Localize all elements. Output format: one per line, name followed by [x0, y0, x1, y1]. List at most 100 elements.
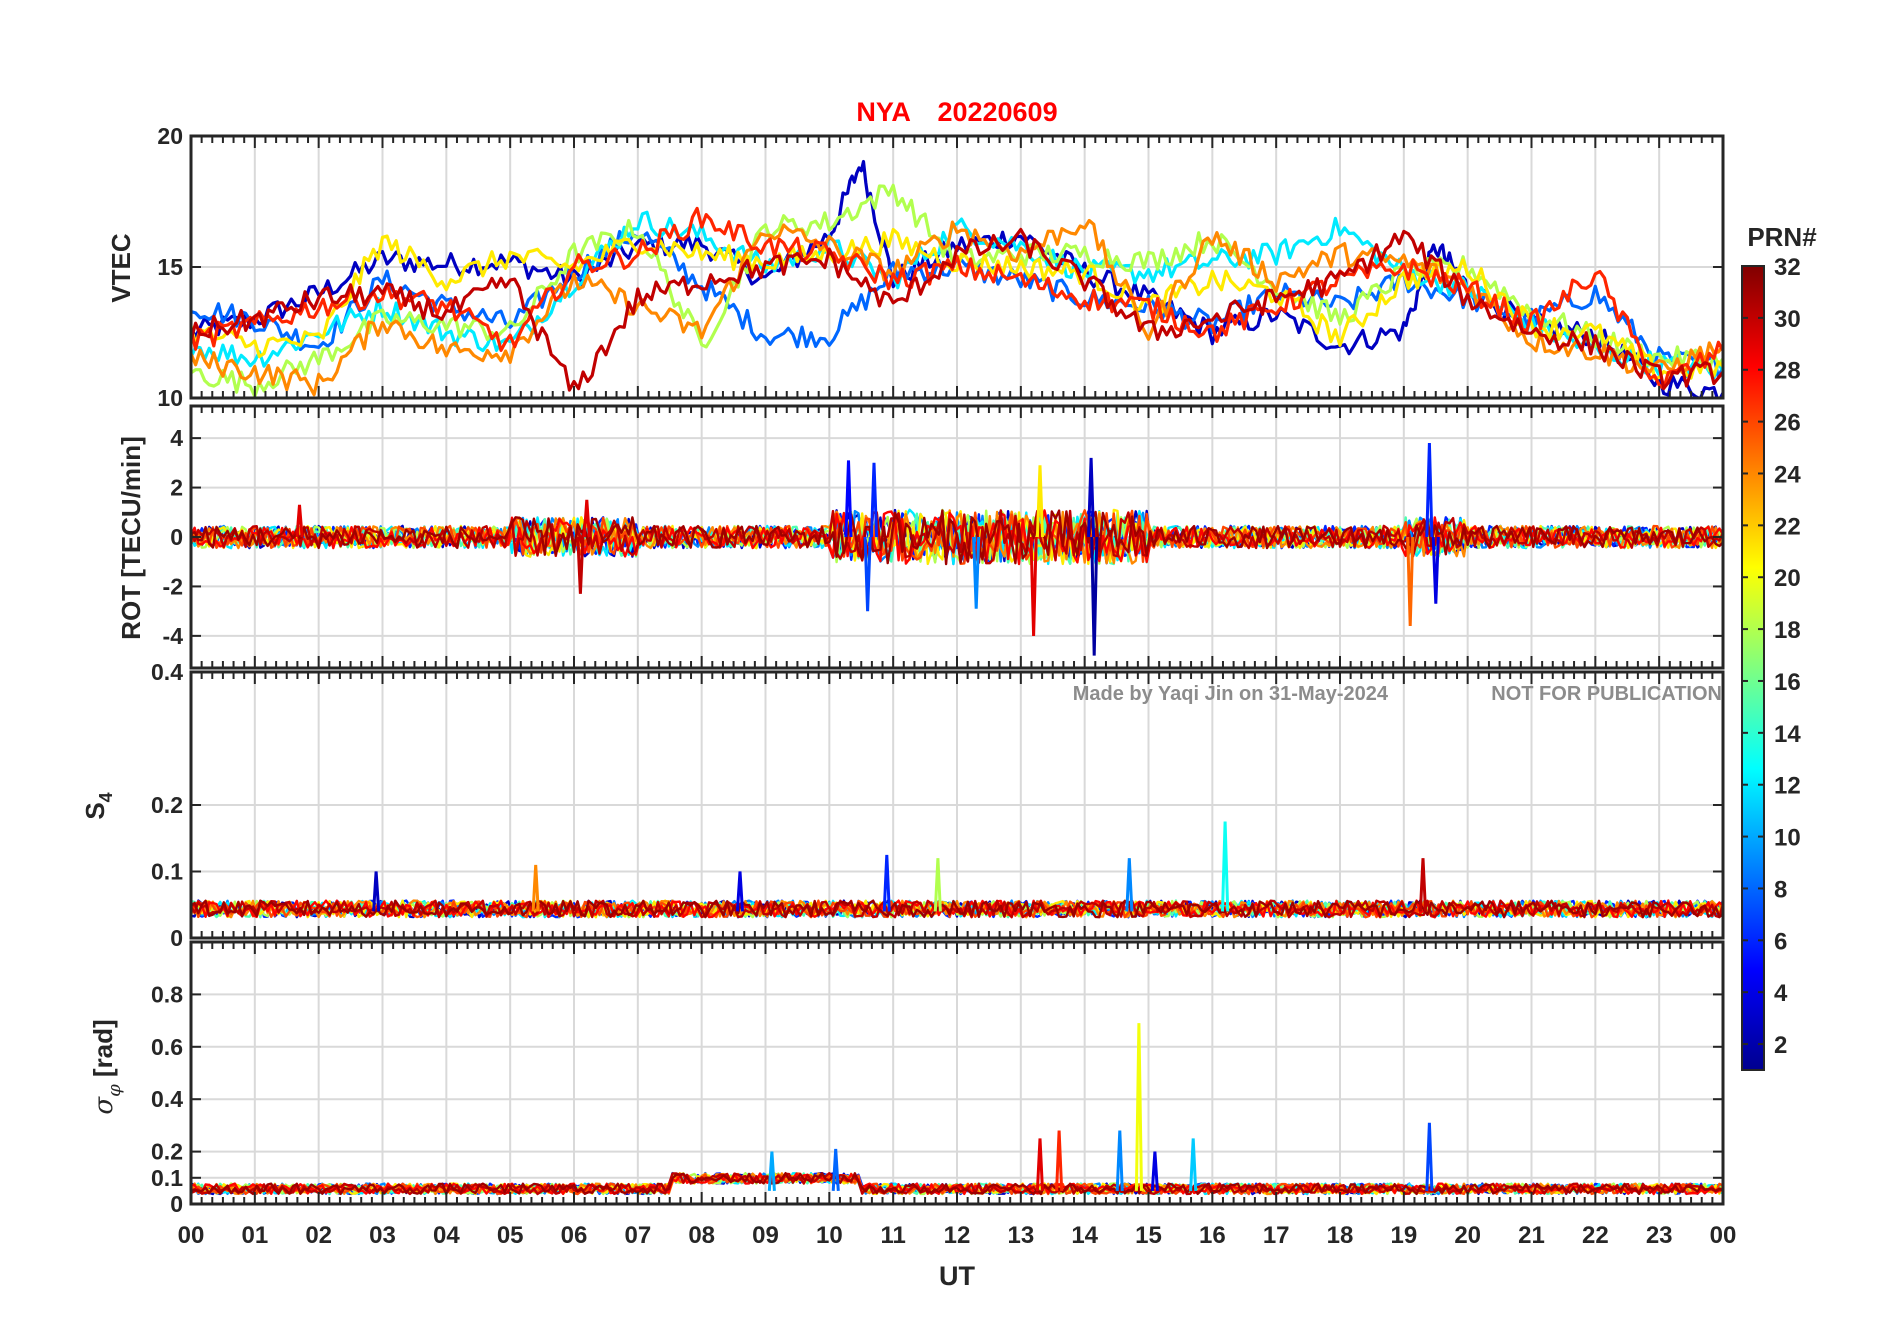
y-tick-label: 0: [170, 524, 183, 550]
spike-mark: [1125, 858, 1134, 912]
spike-mark: [1090, 536, 1099, 656]
spike-mark: [1425, 1122, 1434, 1191]
s4-panel: 0 0.1 0.2 0.4: [151, 659, 1725, 951]
y-tick-label: -4: [163, 623, 184, 649]
spike-mark: [1115, 1130, 1124, 1191]
y-tick-label: 20: [157, 123, 183, 149]
y-tick-label: 0.2: [151, 1139, 183, 1165]
colorbar-tick-label: 16: [1774, 669, 1801, 696]
spike-mark: [1418, 858, 1427, 912]
sigma-phi-ylabel: σφ [rad]: [88, 1019, 125, 1114]
x-tick-label: 05: [497, 1222, 524, 1249]
spike-mark: [1029, 536, 1038, 636]
sigma-phi-panel: 00.10.2 0.4 0.6 0.8: [151, 940, 1725, 1217]
spike-mark: [1406, 536, 1415, 627]
y-tick-label: 0.1: [151, 1165, 183, 1191]
x-tick-label: 13: [1007, 1222, 1034, 1249]
colorbar-tick-label: 22: [1774, 513, 1801, 540]
colorbar-tick-label: 14: [1774, 721, 1801, 748]
y-tick-label: -2: [163, 573, 183, 599]
prn-series-line: [191, 509, 1723, 566]
spike-mark: [582, 499, 591, 538]
spike-mark: [882, 854, 891, 912]
colorbar-tick-label: 12: [1774, 773, 1801, 800]
spike-mark: [1425, 443, 1434, 538]
x-tick-label: 02: [305, 1222, 332, 1249]
y-tick-label: 0.4: [151, 659, 183, 685]
colorbar-tick-label: 20: [1774, 565, 1801, 592]
x-tick-label: 03: [369, 1222, 396, 1249]
x-tick-label: 16: [1199, 1222, 1226, 1249]
x-tick-label: 18: [1327, 1222, 1354, 1249]
x-tick-label: 14: [1071, 1222, 1098, 1249]
x-tick-label: 20: [1454, 1222, 1481, 1249]
colorbar-tick-label: 28: [1774, 358, 1801, 385]
data-lines: [191, 159, 1723, 398]
y-tick-label: 0: [170, 925, 183, 951]
prn-series-line: [191, 210, 1723, 380]
colorbar-tick-label: 32: [1774, 254, 1801, 281]
spike-mark: [1150, 1151, 1159, 1191]
x-tick-label: 11: [880, 1222, 905, 1249]
x-axis-ticks: 00 01 02 03 04 05 06 07 08 09 10 11 12 13 14 15 16 17 18 19…: [178, 1222, 1737, 1249]
spike-mark: [863, 536, 872, 612]
prn-series-line: [191, 206, 1723, 391]
x-tick-label: 15: [1135, 1222, 1162, 1249]
y-tick-label: 0: [170, 1191, 183, 1217]
colorbar-tick-label: 26: [1774, 410, 1801, 437]
colorbar-tick-label: 18: [1774, 617, 1801, 644]
watermark-made-by: Made by Yaqi Jin on 31-May-2024: [1073, 683, 1389, 705]
colorbar-tick-label: 2: [1774, 1032, 1787, 1059]
x-minor-ticks: [190, 672, 1724, 938]
spike-mark: [767, 1151, 776, 1191]
x-minor-ticks: [190, 942, 1724, 1204]
data-lines: [191, 821, 1723, 919]
prn-series-line: [191, 227, 1723, 392]
x-tick-label: 00: [178, 1222, 205, 1249]
title-date: 20220609: [937, 97, 1057, 127]
spike-mark: [1189, 1138, 1198, 1191]
rot-panel: -4 -2 0 2 4: [163, 404, 1725, 670]
x-tick-label: 04: [433, 1222, 460, 1249]
x-minor-ticks: [190, 406, 1724, 668]
spike-mark: [870, 462, 879, 538]
spike-mark: [295, 504, 304, 538]
y-tick-label: 0.8: [151, 981, 183, 1007]
x-tick-label: 10: [816, 1222, 843, 1249]
x-tick-label: 23: [1646, 1222, 1673, 1249]
y-tick-label: 0.2: [151, 792, 183, 818]
vtec-ylabel: VTEC: [106, 233, 136, 303]
watermark-notice: NOT FOR PUBLICATION: [1491, 683, 1722, 705]
x-tick-label: 17: [1263, 1222, 1290, 1249]
spike-mark: [1035, 465, 1044, 538]
spike-mark: [1087, 457, 1096, 538]
spike-mark: [735, 871, 744, 912]
chart-title: NYA 20220609: [856, 97, 1057, 127]
x-axis-label: UT: [939, 1261, 975, 1291]
x-minor-ticks: [190, 136, 1724, 398]
colorbar-tick-label: 10: [1774, 825, 1801, 852]
y-tick-label: 0.6: [151, 1034, 183, 1060]
spike-mark: [1035, 1138, 1044, 1191]
spike-mark: [372, 871, 381, 912]
rot-ylabel: ROT [TECU/min]: [116, 436, 146, 640]
y-tick-label: 4: [170, 425, 183, 451]
spike-mark: [576, 536, 585, 594]
x-tick-label: 06: [561, 1222, 588, 1249]
x-tick-label: 00: [1710, 1222, 1737, 1249]
vtec-panel: 10 15 20: [157, 123, 1725, 411]
spike-mark: [1221, 821, 1230, 912]
spike-mark: [531, 864, 540, 912]
spike-mark: [972, 536, 981, 609]
colorbar-tick-label: 6: [1774, 928, 1787, 955]
spike-mark: [1055, 1130, 1064, 1191]
data-lines: [191, 443, 1723, 656]
y-tick-label: 10: [157, 385, 183, 411]
y-tick-label: 2: [170, 475, 183, 501]
x-tick-label: 12: [944, 1222, 971, 1249]
y-tick-label: 0.1: [151, 859, 183, 885]
y-tick-label: 15: [157, 254, 183, 280]
spike-mark: [1134, 1023, 1143, 1191]
x-tick-label: 07: [624, 1222, 651, 1249]
